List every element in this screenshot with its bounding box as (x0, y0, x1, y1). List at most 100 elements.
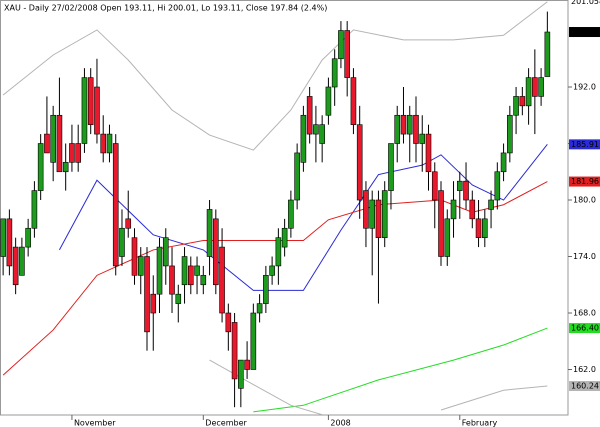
candle-body (288, 199, 294, 229)
candle-body (532, 77, 538, 97)
candle-body (87, 77, 94, 125)
candle-body (300, 114, 307, 163)
candle-body (200, 275, 207, 286)
candle-body (256, 303, 263, 314)
candle-body (281, 227, 288, 248)
y-tick-label: 162.0 (573, 365, 596, 374)
candle-body (219, 246, 225, 314)
candle-body (344, 30, 350, 78)
candle-body (119, 227, 125, 257)
candle-body (250, 312, 257, 370)
candle-body (388, 143, 394, 191)
candle-body (544, 31, 551, 77)
candle-body (112, 143, 119, 267)
candle-body (488, 199, 494, 210)
candle-body (225, 312, 232, 333)
close-label: 197.84 (571, 28, 599, 37)
candle-body (194, 265, 200, 276)
x-tick-label: December (205, 419, 247, 427)
y-tick-label: 192.0 (573, 83, 596, 92)
candle-body (306, 96, 313, 135)
candle-body (363, 190, 369, 229)
plot-area (0, 0, 569, 416)
candle-body (519, 96, 526, 107)
candle-body (31, 190, 38, 229)
candle-body (37, 143, 44, 191)
candle-body (50, 114, 56, 163)
x-tick-label: November (74, 419, 116, 427)
candle-body (275, 237, 282, 267)
x-tick-label: 2008 (330, 419, 350, 427)
candle-body (69, 143, 75, 163)
candle-body (75, 143, 81, 163)
y-tick-label: 180.0 (573, 196, 596, 205)
candle-body (482, 218, 488, 238)
value-label: 185.91 (571, 140, 599, 149)
candle-body (150, 293, 157, 314)
candle-body (162, 237, 169, 267)
candle-body (438, 190, 444, 257)
close-label-box (569, 27, 600, 38)
candle-body (494, 171, 501, 201)
candle-body (400, 114, 407, 135)
indicator-line (209, 359, 323, 415)
candle-body (381, 190, 388, 238)
candle-body (56, 114, 63, 173)
indicator-line (440, 385, 548, 411)
candle-body (263, 275, 269, 304)
candle-body (94, 86, 100, 135)
candle-body (325, 86, 332, 116)
candle-body (469, 199, 476, 220)
candle-body (0, 218, 6, 257)
value-label: 201.058 (571, 0, 600, 6)
candle-body (156, 246, 163, 295)
candle-body (369, 199, 376, 229)
candle-body (6, 218, 13, 267)
candle-body (169, 265, 175, 295)
candle-body (100, 133, 107, 154)
candle-body (244, 359, 250, 370)
candle-body (394, 114, 401, 144)
indicator-line (2, 181, 548, 376)
candle-body (81, 77, 88, 144)
x-tick-label: February (462, 419, 498, 427)
value-label-box (569, 139, 600, 150)
candle-body (125, 218, 132, 229)
candle-body (507, 114, 513, 154)
candle-body (62, 162, 69, 173)
candle-body (181, 256, 188, 286)
candle-body (331, 58, 338, 88)
value-label-box (569, 323, 600, 334)
candle-body (450, 199, 457, 220)
value-label-box (569, 0, 600, 7)
candle-body (338, 30, 344, 60)
indicator-line (58, 144, 548, 291)
candle-body (475, 218, 482, 238)
candle-body (238, 359, 244, 389)
candle-body (431, 171, 438, 201)
value-label-box (569, 176, 600, 187)
candle-body (19, 246, 25, 276)
indicator-line (2, 1, 548, 151)
value-label: 181.96 (571, 177, 599, 186)
candle-body (231, 322, 238, 380)
candle-body (350, 77, 357, 125)
candle-body (206, 209, 213, 257)
candle-body (463, 180, 469, 201)
candle-body (456, 180, 463, 191)
candle-body (12, 246, 19, 286)
plot (0, 1, 551, 415)
chart-title: XAU - Daily 27/02/2008 Open 193.11, Hi 2… (4, 4, 327, 13)
candle-body (425, 133, 432, 173)
candle-body (213, 218, 219, 286)
candle-body (269, 265, 275, 276)
y-tick-label: 174.0 (573, 252, 596, 261)
candle-body (406, 114, 413, 135)
value-label: 160.247 (571, 382, 600, 391)
candle-body (175, 293, 182, 304)
candle-body (413, 114, 419, 144)
candle-body (313, 124, 319, 135)
candle-body (137, 256, 144, 276)
axes: 162.0168.0174.0180.0186.0192.0NovemberDe… (71, 0, 600, 427)
